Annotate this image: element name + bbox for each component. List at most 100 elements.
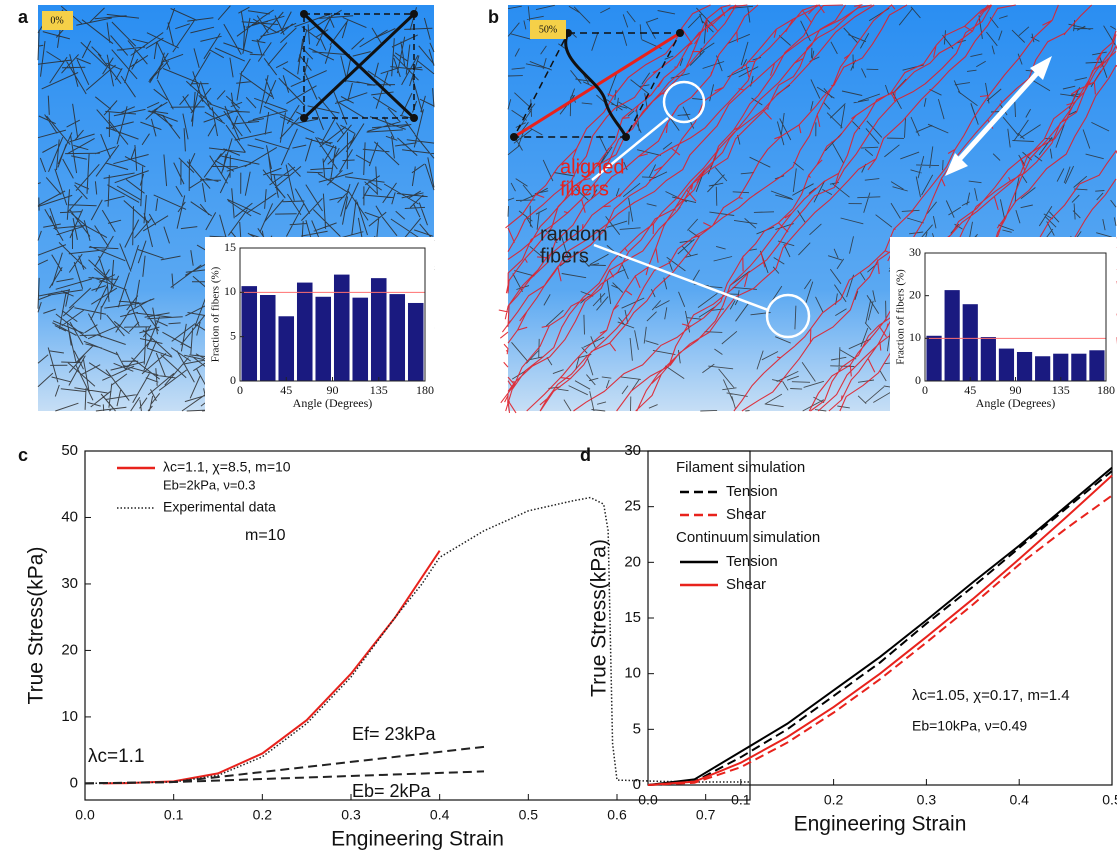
y-tick-label: 0 [633,776,641,793]
y-tick-label: 20 [61,641,78,658]
schematic-a [300,10,418,122]
legend-title: Filament simulation [676,459,805,476]
y-tick-label: 0 [230,373,236,387]
x-tick-label: 0.0 [75,807,95,823]
x-tick-label: 90 [327,383,339,397]
panel-letter: a [18,7,29,27]
annotation: m=10 [245,527,286,544]
x-axis-label: Angle (Degrees) [293,396,373,410]
x-tick-label: 0.3 [917,792,937,808]
x-tick-label: 0 [922,383,928,397]
fiber-lines [37,5,435,412]
bar [1053,353,1069,381]
x-tick-label: 0.0 [638,792,658,808]
x-axis-label: Angle (Degrees) [976,396,1056,410]
x-axis-label: Engineering Strain [331,828,504,851]
annotation: fibers [560,178,609,200]
y-tick-label: 5 [633,720,641,737]
fibers [37,4,1117,414]
series-label: Eb= 2kPa [352,781,432,801]
x-tick-label: 0.6 [607,807,627,823]
legend-label: Tension [726,483,778,500]
series-line [102,550,441,785]
bar [259,294,276,381]
legend-note: Eb=2kPa, ν=0.3 [163,477,256,492]
bar [998,348,1015,381]
x-axis-label: Engineering Strain [794,813,967,836]
x-tick-label: 0.2 [824,792,844,808]
schematic-b [510,29,1052,339]
bar [962,304,978,381]
x-tick-label: 135 [370,383,388,397]
inset-background [890,237,1116,412]
series-line [647,494,1113,786]
x-tick-label: 0.3 [341,807,361,823]
y-tick-label: 0 [70,774,78,791]
y-tick-label: 25 [624,498,641,515]
y-tick-label: 10 [624,665,641,682]
bar [944,290,960,381]
bar [926,335,942,381]
y-tick-label: 20 [909,287,921,301]
y-tick-label: 15 [624,609,641,626]
annotation: fibers [540,245,589,267]
series-label: Ef= 23kPa [352,724,437,744]
y-tick-label: 20 [624,553,641,570]
bar [1016,351,1033,381]
x-tick-label: 0.2 [253,807,273,823]
y-tick-label: 30 [624,442,641,459]
legend-title: Continuum simulation [676,529,820,546]
annotation: λc=1.05, χ=0.17, m=1.4 [912,687,1070,704]
plot-frame [84,450,751,801]
annotation: random [540,223,608,245]
x-tick-label: 0.1 [731,792,751,808]
series-line [647,474,1113,786]
label-box-a [42,11,73,30]
bar [333,274,350,381]
series-line [84,770,485,785]
legend-label: Shear [726,576,766,593]
bar [241,286,258,381]
bar [315,296,332,381]
bar [980,337,996,381]
panel-letter: b [488,7,499,27]
y-axis-label: True Stress(kPa) [25,547,48,705]
panel-letter: c [18,445,28,465]
legend-label: Shear [726,506,766,523]
x-tick-label: 0.1 [164,807,184,823]
bar [296,282,313,381]
bar [1035,356,1051,381]
bar [1071,353,1087,381]
charts: a 0% 0 45 90 135 180 0 5 10 15 Angle (Degrees) Fract… [18,7,1117,851]
y-tick-label: 15 [224,240,236,254]
x-tick-label: 0.7 [696,807,716,823]
bar [278,316,295,381]
y-axis-label: Fraction of fibers (%) [895,269,907,365]
x-tick-label: 45 [964,383,976,397]
legend-label: λc=1.1, χ=8.5, m=10 [163,459,291,475]
y-axis-label: True Stress(kPa) [588,539,611,697]
x-tick-label: 0 [237,383,243,397]
x-tick-label: 45 [280,383,292,397]
bar [1089,350,1105,381]
series-line [647,470,1113,786]
y-tick-label: 10 [909,330,921,344]
y-axis-label: Fraction of fibers (%) [210,266,222,362]
x-tick-label: 0.5 [519,807,539,823]
y-tick-label: 40 [61,508,78,525]
y-tick-label: 30 [909,245,921,259]
plot-frame [647,450,1113,786]
y-tick-label: 5 [230,328,236,342]
annotation: Eb=10kPa, ν=0.49 [912,718,1027,734]
x-tick-label: 135 [1052,383,1070,397]
series-line [647,466,1113,786]
image-label: 50% [539,24,557,35]
y-tick-label: 50 [61,442,78,459]
legend-label: Experimental data [163,499,276,515]
y-tick-label: 0 [915,373,921,387]
panel-letter: d [580,445,591,465]
x-tick-label: 180 [1097,383,1115,397]
x-tick-label: 0.4 [1009,792,1029,808]
